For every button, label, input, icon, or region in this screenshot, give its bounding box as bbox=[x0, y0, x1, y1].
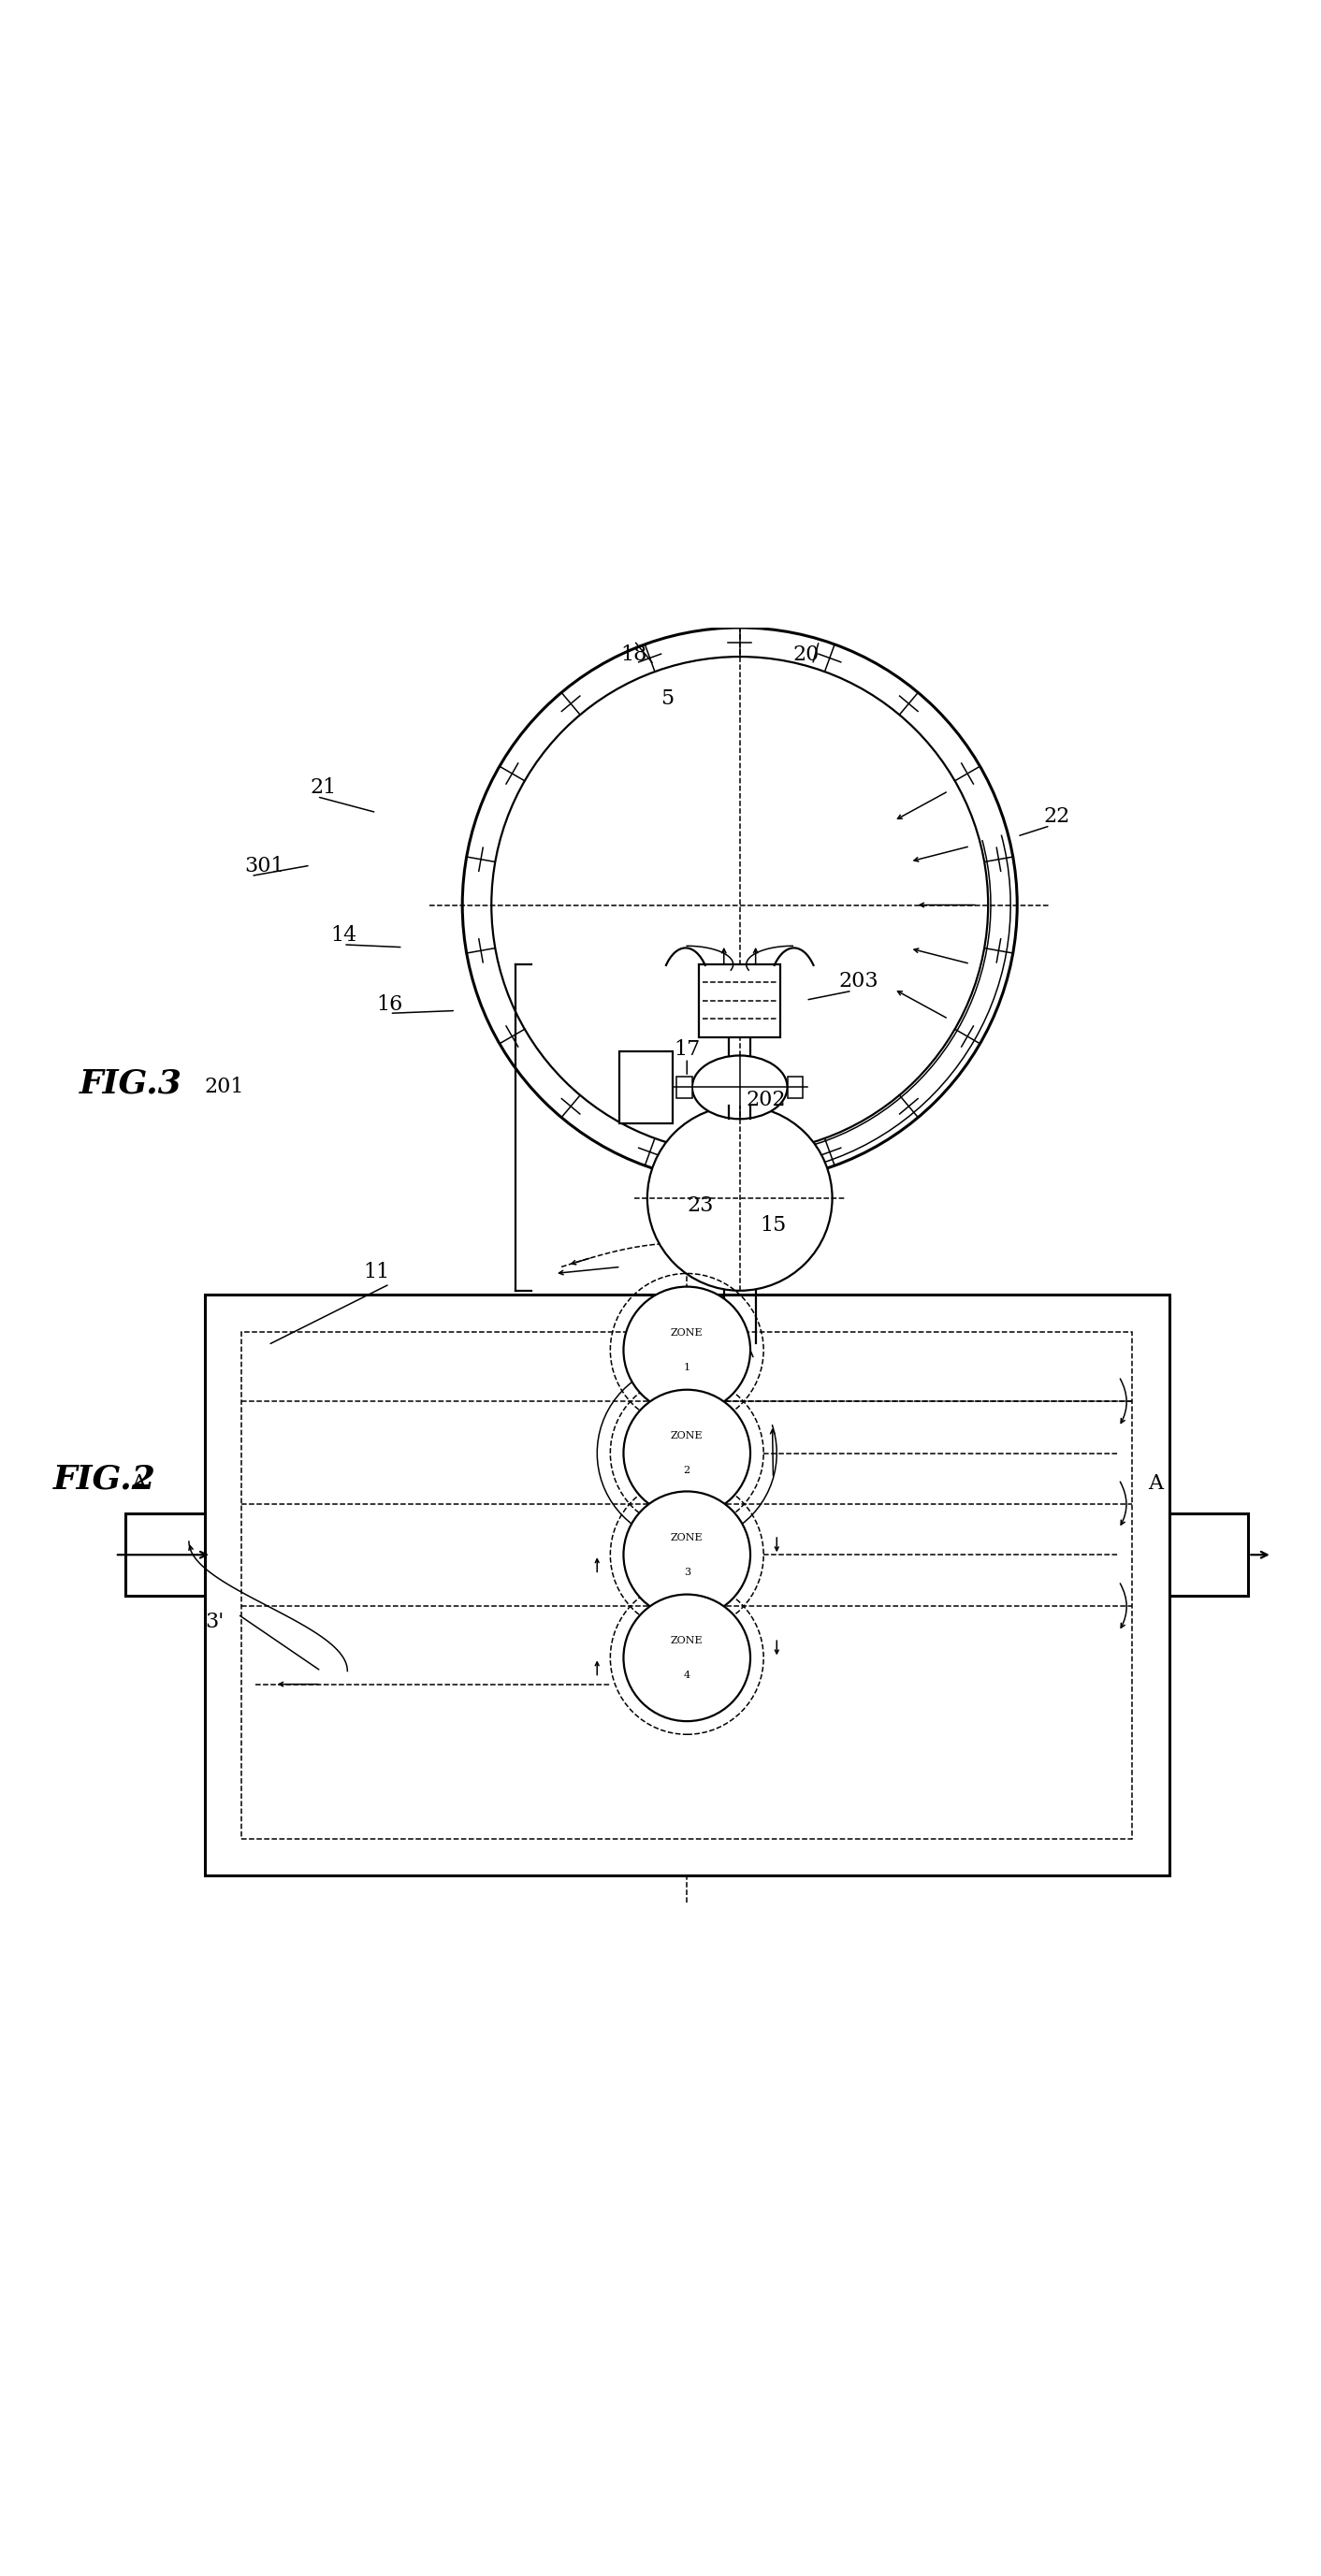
Text: A: A bbox=[1148, 1473, 1164, 1494]
Bar bbox=[205, 1296, 1169, 1875]
Text: 301: 301 bbox=[244, 855, 284, 876]
Bar bbox=[1169, 1515, 1248, 1595]
Text: 23: 23 bbox=[687, 1195, 713, 1216]
Text: 22: 22 bbox=[1044, 806, 1070, 827]
Text: 201: 201 bbox=[205, 1077, 244, 1097]
Bar bbox=[620, 1051, 672, 1123]
Bar bbox=[676, 1077, 692, 1097]
Text: 1: 1 bbox=[683, 1363, 691, 1373]
Text: 18: 18 bbox=[621, 644, 647, 665]
Text: 17: 17 bbox=[674, 1041, 700, 1061]
Text: 15: 15 bbox=[760, 1216, 786, 1236]
Text: ZONE: ZONE bbox=[671, 1329, 703, 1337]
Text: 4: 4 bbox=[683, 1669, 691, 1680]
Text: 20: 20 bbox=[793, 644, 819, 665]
Text: 3: 3 bbox=[683, 1566, 691, 1577]
Text: FIG.3: FIG.3 bbox=[79, 1066, 182, 1100]
Bar bbox=[125, 1515, 205, 1595]
Bar bbox=[787, 1077, 803, 1097]
Text: 21: 21 bbox=[310, 778, 337, 799]
Text: 14: 14 bbox=[330, 925, 357, 945]
Text: ZONE: ZONE bbox=[671, 1533, 703, 1543]
Text: 11: 11 bbox=[363, 1262, 390, 1283]
Ellipse shape bbox=[692, 1056, 787, 1118]
Text: A: A bbox=[131, 1473, 147, 1494]
Text: ZONE: ZONE bbox=[671, 1432, 703, 1440]
Text: 203: 203 bbox=[839, 971, 878, 992]
Bar bbox=[242, 1332, 1132, 1839]
Circle shape bbox=[624, 1388, 750, 1517]
Circle shape bbox=[624, 1595, 750, 1721]
Text: 5: 5 bbox=[660, 688, 674, 708]
Text: ZONE: ZONE bbox=[671, 1636, 703, 1646]
Text: FIG.2: FIG.2 bbox=[53, 1463, 156, 1494]
Bar bbox=[699, 963, 781, 1038]
Text: 3': 3' bbox=[205, 1613, 223, 1633]
Text: 202: 202 bbox=[746, 1090, 786, 1110]
Text: 2: 2 bbox=[683, 1466, 691, 1476]
Circle shape bbox=[647, 1105, 832, 1291]
Circle shape bbox=[624, 1285, 750, 1414]
Text: 16: 16 bbox=[376, 994, 403, 1015]
Circle shape bbox=[624, 1492, 750, 1618]
